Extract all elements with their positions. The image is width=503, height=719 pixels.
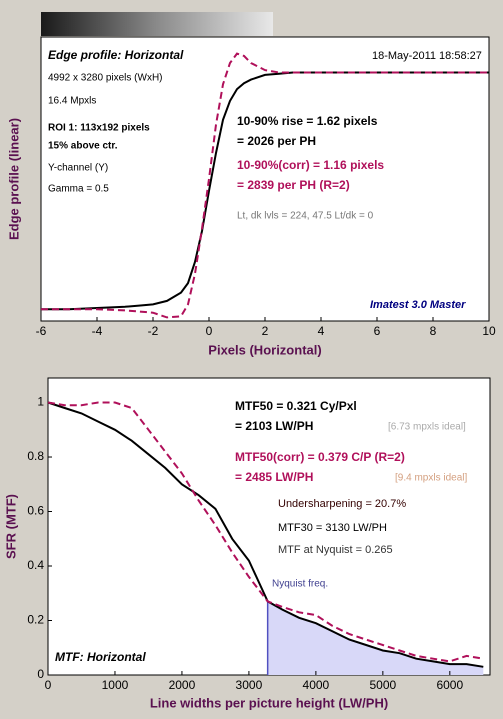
annotation: 4992 x 3280 pixels (WxH) bbox=[48, 73, 163, 84]
annotation: = 2103 LW/PH bbox=[235, 419, 313, 433]
annotation: Gamma = 0.5 bbox=[48, 184, 109, 195]
annotation: [9.4 mpxls ideal] bbox=[395, 473, 467, 484]
annotation: 10-90%(corr) = 1.16 pixels bbox=[237, 158, 384, 172]
annotation: Undersharpening = 20.7% bbox=[278, 498, 406, 510]
y-tick-label: 1 bbox=[37, 395, 44, 409]
annotation: = 2839 per PH (R=2) bbox=[237, 178, 350, 192]
x-tick-label: 4000 bbox=[303, 678, 330, 692]
data-line bbox=[47, 401, 484, 663]
annotation: 15% above ctr. bbox=[48, 141, 118, 152]
annotation: MTF50 = 0.321 Cy/Pxl bbox=[235, 399, 357, 413]
annotation: Nyquist freq. bbox=[272, 579, 328, 590]
y-tick-label: 0.4 bbox=[27, 558, 44, 572]
nyquist-shade bbox=[267, 601, 484, 675]
plot-area bbox=[40, 36, 490, 322]
y-axis-label: Edge profile (linear) bbox=[6, 118, 21, 240]
annotation: MTF at Nyquist = 0.265 bbox=[278, 544, 393, 556]
annotation: Edge profile: Horizontal bbox=[48, 48, 184, 62]
x-tick-label: 5000 bbox=[369, 678, 396, 692]
annotation: 16.4 Mpxls bbox=[48, 96, 96, 107]
y-tick-label: 0.8 bbox=[27, 449, 44, 463]
x-tick-label: 2 bbox=[262, 324, 269, 338]
annotation: 10-90% rise = 1.62 pixels bbox=[237, 114, 378, 128]
annotation: = 2485 LW/PH bbox=[235, 470, 313, 484]
x-tick-label: 6 bbox=[374, 324, 381, 338]
x-tick-label: 3000 bbox=[236, 678, 263, 692]
annotation: Imatest 3.0 Master bbox=[370, 299, 466, 311]
x-tick-label: -2 bbox=[148, 324, 159, 338]
y-tick-label: 0 bbox=[37, 667, 44, 681]
annotation: ROI 1: 113x192 pixels bbox=[48, 123, 150, 134]
x-tick-label: 0 bbox=[206, 324, 213, 338]
gray-strip bbox=[41, 12, 273, 36]
annotation: Y-channel (Y) bbox=[48, 163, 108, 174]
y-axis-label: SFR (MTF) bbox=[3, 494, 18, 559]
annotation: MTF: Horizontal bbox=[55, 650, 146, 664]
annotation: Lt, dk lvls = 224, 47.5 Lt/dk = 0 bbox=[237, 211, 374, 222]
annotation: MTF30 = 3130 LW/PH bbox=[278, 522, 387, 534]
x-tick-label: 6000 bbox=[436, 678, 463, 692]
y-tick-label: 0.2 bbox=[27, 613, 44, 627]
data-line bbox=[41, 52, 489, 319]
y-tick-label: 0.6 bbox=[27, 504, 44, 518]
x-tick-label: 1000 bbox=[102, 678, 129, 692]
x-tick-label: 2000 bbox=[169, 678, 196, 692]
x-axis-label: Line widths per picture height (LW/PH) bbox=[150, 695, 388, 710]
x-tick-label: 10 bbox=[482, 324, 496, 338]
annotation: 18-May-2011 18:58:27 bbox=[372, 50, 482, 62]
annotation: = 2026 per PH bbox=[237, 134, 316, 148]
x-tick-label: 0 bbox=[45, 678, 52, 692]
x-tick-label: 4 bbox=[318, 324, 325, 338]
x-axis-label: Pixels (Horizontal) bbox=[208, 342, 321, 357]
annotation: MTF50(corr) = 0.379 C/P (R=2) bbox=[235, 450, 405, 464]
annotation: [6.73 mpxls ideal] bbox=[388, 422, 466, 433]
x-tick-label: -6 bbox=[36, 324, 47, 338]
x-tick-label: 8 bbox=[430, 324, 437, 338]
x-tick-label: -4 bbox=[92, 324, 103, 338]
